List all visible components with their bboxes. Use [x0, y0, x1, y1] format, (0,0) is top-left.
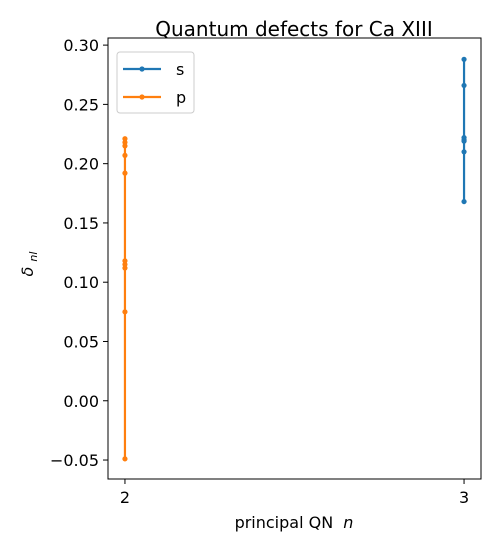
x-axis-label-variable: n: [343, 513, 353, 532]
x-tick-label: 2: [120, 488, 130, 507]
series-p-point: [122, 143, 128, 149]
legend-p-marker: [139, 94, 145, 100]
series-p-point: [122, 139, 128, 145]
series-p-point: [122, 152, 128, 158]
legend: sp: [116, 51, 195, 114]
series-s-point: [461, 56, 467, 62]
series-s-point: [461, 82, 467, 89]
y-axis-label-symbol: δ: [18, 266, 37, 276]
series-p-point: [122, 258, 128, 264]
series-p-point: [122, 456, 128, 462]
y-axis-label: δ nl: [18, 252, 40, 277]
y-tick-label: 0.05: [63, 332, 99, 351]
legend-s-marker: [139, 66, 145, 72]
series-p-point: [122, 136, 128, 142]
series-p-point: [122, 170, 128, 176]
series-p-point: [122, 265, 128, 271]
series-s-point: [461, 198, 467, 205]
x-axis-label: principal QN n: [235, 513, 354, 532]
y-tick-label: 0.30: [63, 36, 99, 55]
x-tick-label: 3: [459, 488, 469, 507]
y-axis-label-subscript: nl: [27, 252, 40, 262]
axes-frame: [107, 37, 482, 480]
y-tick-label: 0.15: [63, 214, 99, 233]
legend-s-label: s: [176, 60, 184, 79]
series-p-point: [122, 309, 128, 315]
series-s-point: [461, 138, 467, 144]
chart-title: Quantum defects for Ca XIII: [155, 17, 433, 41]
y-tick-label: −0.05: [50, 451, 99, 470]
y-tick-label: 0.20: [63, 155, 99, 174]
x-axis-label-text: principal QN: [235, 513, 334, 532]
series-p-point: [122, 261, 128, 268]
plot-area: 0.30 0.25 0.20 0.15 0.10 0.05 0.00 −0.05 2 3: [50, 36, 482, 507]
y-tick-label: 0.00: [63, 392, 99, 411]
y-tick-label: 0.10: [63, 273, 99, 292]
y-tick-label: 0.25: [63, 95, 99, 114]
series-s-point: [461, 149, 467, 155]
legend-p-label: p: [176, 88, 186, 107]
